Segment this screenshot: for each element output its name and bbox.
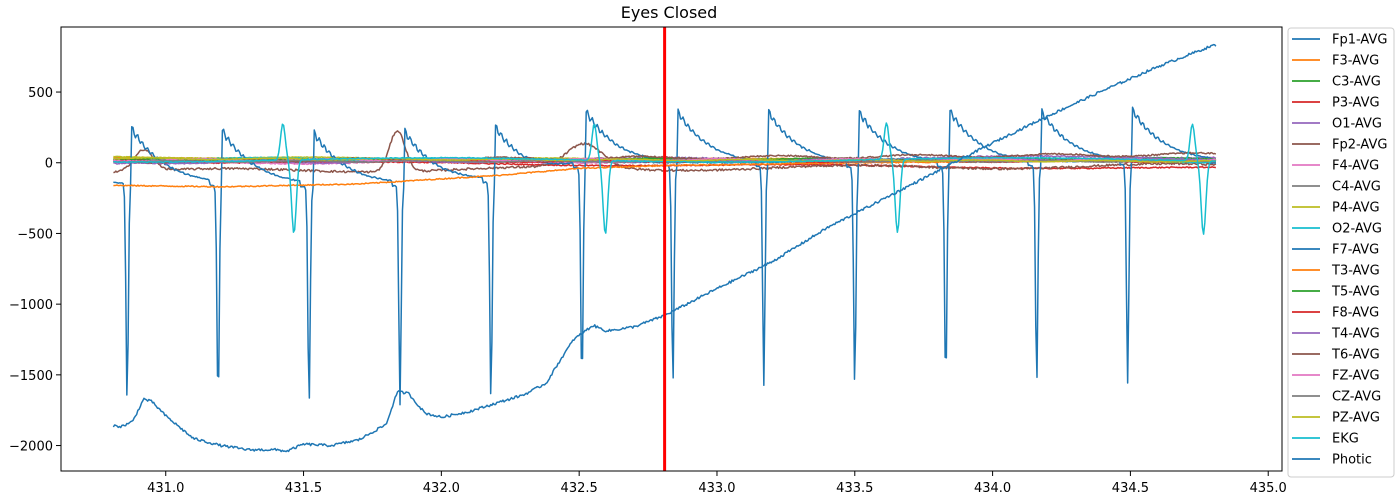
plot-frame	[60, 26, 1283, 472]
legend-label: O1-AVG	[1332, 117, 1382, 132]
y-tick-label: −2000	[9, 440, 53, 455]
legend-frame	[1287, 27, 1395, 478]
chart-title: Eyes Closed	[621, 3, 718, 22]
legend-label: CZ-AVG	[1332, 390, 1381, 405]
legend-label: FZ-AVG	[1332, 369, 1380, 384]
x-axis: 431.0 431.5 432.0 432.5 433.0 433.5 434.0 434.5…	[147, 471, 1287, 496]
x-tick-label: 433.0	[698, 481, 735, 496]
y-tick-label: 0	[45, 157, 53, 172]
y-tick-label: 500	[28, 86, 53, 101]
legend-label: Fp1-AVG	[1332, 33, 1387, 48]
legend-label: F3-AVG	[1332, 54, 1379, 69]
legend-label: O2-AVG	[1332, 222, 1382, 237]
x-tick-label: 435.0	[1250, 481, 1287, 496]
legend-label: Fp2-AVG	[1332, 138, 1387, 153]
legend-label: F7-AVG	[1332, 243, 1379, 258]
x-tick-label: 434.5	[1112, 481, 1149, 496]
x-tick-label: 431.0	[147, 481, 184, 496]
legend-label: Photic	[1332, 453, 1372, 468]
y-tick-label: −500	[17, 227, 53, 242]
x-tick-label: 433.5	[836, 481, 873, 496]
legend-label: EKG	[1332, 432, 1359, 447]
legend-label: T3-AVG	[1331, 264, 1380, 279]
legend-label: C3-AVG	[1332, 75, 1381, 90]
legend-label: F8-AVG	[1332, 306, 1379, 321]
legend-label: T5-AVG	[1331, 285, 1380, 300]
legend-label: P4-AVG	[1332, 201, 1380, 216]
legend: Fp1-AVG F3-AVG C3-AVG P3-AVG O1-AVG Fp2-AVG F4…	[1287, 27, 1395, 478]
legend-label: T6-AVG	[1331, 348, 1380, 363]
x-tick-label: 432.0	[423, 481, 460, 496]
x-tick-label: 432.5	[561, 481, 598, 496]
legend-label: P3-AVG	[1332, 96, 1380, 111]
legend-label: T4-AVG	[1331, 327, 1380, 342]
y-tick-label: −1000	[9, 298, 53, 313]
y-tick-label: −1500	[9, 369, 53, 384]
x-tick-label: 431.5	[285, 481, 322, 496]
legend-label: F4-AVG	[1332, 159, 1379, 174]
legend-label: PZ-AVG	[1332, 411, 1380, 426]
y-axis: 500 0 −500 −1000 −1500 −2000	[9, 86, 61, 455]
legend-label: C4-AVG	[1332, 180, 1381, 195]
x-tick-label: 434.0	[974, 481, 1011, 496]
